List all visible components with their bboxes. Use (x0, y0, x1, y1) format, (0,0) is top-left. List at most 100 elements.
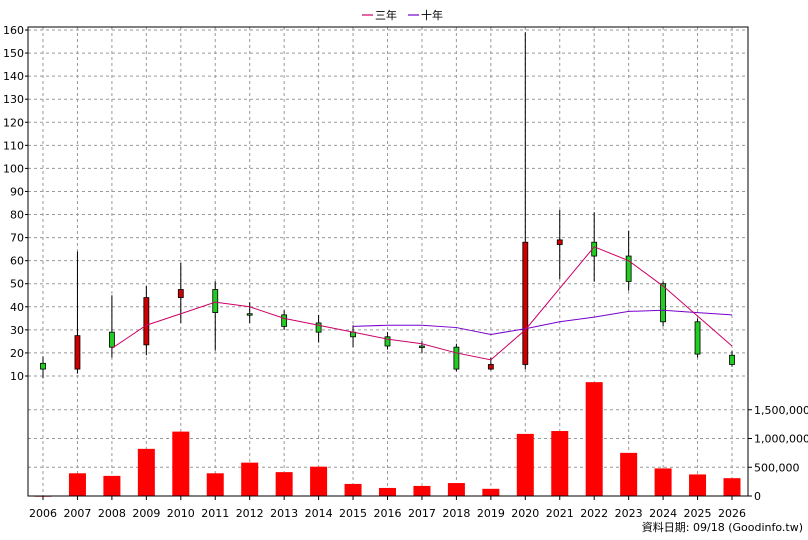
candle-body-2014 (315, 322, 322, 333)
year-tick-label: 2008 (98, 507, 126, 520)
candle-body-2009 (143, 297, 150, 346)
candle-2016 (384, 332, 391, 350)
volume-bar-2024 (654, 468, 672, 496)
price-tick-label: 30 (10, 324, 24, 337)
candle-2020 (522, 32, 529, 370)
candle-2010 (177, 262, 184, 323)
price-tick-label: 10 (10, 370, 24, 383)
volume-tick-label: 0 (754, 490, 761, 503)
candle-2024 (660, 281, 666, 327)
year-tick-label: 2009 (132, 507, 160, 520)
volume-bar-2011 (206, 473, 224, 496)
candle-body-2010 (177, 289, 184, 298)
volume-bar-2015 (344, 483, 362, 496)
volume-bar-2013 (275, 472, 293, 496)
year-tick-label: 2010 (167, 507, 195, 520)
year-tick-label: 2012 (236, 507, 264, 520)
candle-2006 (40, 356, 46, 379)
candle-body-2013 (281, 314, 288, 327)
candle-2025 (694, 318, 701, 358)
candle-body-2008 (109, 331, 115, 348)
year-tick-label: 2018 (442, 507, 470, 520)
volume-tick-label: 500,000 (754, 461, 800, 474)
candle-body-2011 (212, 289, 219, 313)
price-tick-label: 110 (3, 139, 24, 152)
year-tick-label: 2025 (684, 507, 712, 520)
volume-bar-2009 (137, 448, 155, 496)
price-tick-label: 90 (10, 185, 24, 198)
year-tick-label: 2006 (29, 507, 57, 520)
year-tick-label: 2023 (615, 507, 643, 520)
candle-2018 (453, 343, 460, 372)
candle-body-2016 (384, 336, 391, 347)
data-date-note: 資料日期: 09/18 (Goodinfo.tw) (642, 520, 803, 534)
price-tick-label: 160 (3, 24, 24, 37)
volume-tick-label: 1,000,000 (754, 433, 808, 446)
price-tick-label: 150 (3, 47, 24, 60)
volume-bar-2025 (689, 474, 707, 496)
candle-body-2026 (729, 354, 735, 365)
candle-body-2024 (660, 283, 666, 323)
volume-bar-2020 (516, 433, 534, 496)
candle-2014 (315, 314, 322, 343)
year-tick-label: 2020 (511, 507, 539, 520)
candles (40, 32, 735, 379)
candle-body-2023 (625, 255, 632, 282)
moving-averages (111, 246, 733, 361)
price-tick-label: 100 (3, 162, 24, 175)
volume-bar-2010 (172, 431, 190, 496)
volume-bar-2012 (241, 462, 259, 496)
candle-body-2020 (522, 241, 529, 365)
price-tick-label: 130 (3, 93, 24, 106)
year-tick-label: 2007 (63, 507, 91, 520)
candle-body-2025 (694, 321, 701, 355)
price-tick-label: 50 (10, 278, 24, 291)
grid (28, 27, 748, 496)
year-tick-label: 2013 (270, 507, 298, 520)
price-tick-label: 140 (3, 70, 24, 83)
candle-body-2017 (419, 345, 425, 348)
volume-bar-2026 (723, 478, 741, 496)
ma10-line (353, 309, 733, 335)
ma3-line (111, 246, 733, 361)
candle-body-2012 (246, 313, 253, 316)
price-tick-label: 20 (10, 347, 24, 360)
legend: 三年 十年 (362, 8, 443, 22)
year-tick-label: 2014 (305, 507, 333, 520)
year-tick-label: 2022 (580, 507, 608, 520)
candle-2013 (281, 310, 288, 330)
price-tick-label: 40 (10, 301, 24, 314)
volume-tick-label: 1,500,000 (754, 404, 808, 417)
year-tick-label: 2016 (374, 507, 402, 520)
legend-label-ma10: 十年 (421, 8, 443, 22)
volume-bar-2018 (447, 483, 465, 496)
volume-bar-2007 (68, 473, 86, 496)
year-tick-label: 2015 (339, 507, 367, 520)
candle-body-2006 (40, 362, 46, 370)
volume-bar-2014 (310, 466, 328, 496)
candle-body-2007 (74, 335, 81, 370)
candle-body-2018 (453, 346, 460, 370)
price-tick-label: 120 (3, 116, 24, 129)
volume-bar-2008 (103, 475, 121, 496)
candle-2015 (350, 325, 356, 348)
candle-body-2019 (487, 364, 494, 370)
volume-bar-2023 (620, 452, 638, 496)
volume-bar-2021 (551, 431, 569, 496)
legend-label-ma3: 三年 (375, 8, 397, 22)
price-tick-label: 70 (10, 232, 24, 245)
volume-bar-2016 (379, 487, 396, 496)
candle-2007 (74, 251, 81, 374)
candle-2021 (556, 209, 563, 280)
plot-frame (27, 26, 749, 497)
candle-2012 (246, 302, 253, 323)
volume-bars (34, 382, 741, 497)
year-tick-label: 2017 (408, 507, 436, 520)
volume-bar-2022 (585, 382, 603, 496)
candle-2008 (109, 295, 115, 358)
year-tick-label: 2026 (718, 507, 746, 520)
candle-2011 (212, 281, 219, 351)
candle-2026 (729, 350, 735, 367)
volume-bar-2019 (482, 488, 500, 496)
